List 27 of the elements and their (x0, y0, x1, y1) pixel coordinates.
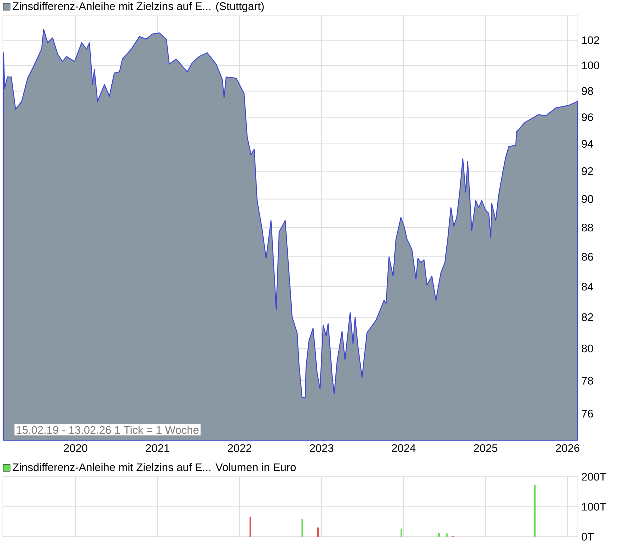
y-tick-label: 96 (582, 114, 594, 122)
x-tick-label: 2020 (64, 444, 88, 452)
y-tick-label: 88 (582, 224, 594, 232)
y-tick-label: 82 (582, 314, 594, 322)
y-tick-label: 100T (582, 503, 606, 511)
x-tick-label: 2023 (310, 444, 334, 452)
x-tick-label: 2025 (474, 444, 498, 452)
x-tick-label: 2026 (556, 444, 580, 452)
text: Zinsdifferenz-Anleihe mit Zielzins auf E... (Stuttgart) (12, 2, 264, 12)
legend-label: Zinsdifferenz-Anleihe mit Zielzins auf E... Volumen in Euro (12, 463, 296, 472)
y-tick-label: 80 (582, 344, 594, 353)
x-tick-label: 2024 (392, 444, 416, 452)
annotation: 15.02.19 - 13.02.26 1 Tick = 1 Woche (17, 426, 199, 434)
y-tick-label: 84 (582, 283, 594, 291)
y-tick-label: 92 (582, 168, 594, 176)
y-tick-label: 0T (582, 533, 594, 541)
x-tick-label: 2022 (228, 444, 252, 452)
y-tick-label: 86 (582, 253, 594, 261)
y-tick-label: 94 (582, 140, 594, 148)
x-tick-label: 2021 (146, 444, 170, 452)
y-tick-label: 78 (582, 377, 594, 385)
y-tick-label: 200T (582, 473, 606, 481)
y-tick-label: 76 (582, 410, 594, 418)
y-tick-label: 100 (582, 62, 600, 70)
y-tick-label: 102 (582, 36, 600, 44)
y-tick-label: 98 (582, 87, 594, 96)
y-tick-label: 90 (582, 195, 594, 204)
